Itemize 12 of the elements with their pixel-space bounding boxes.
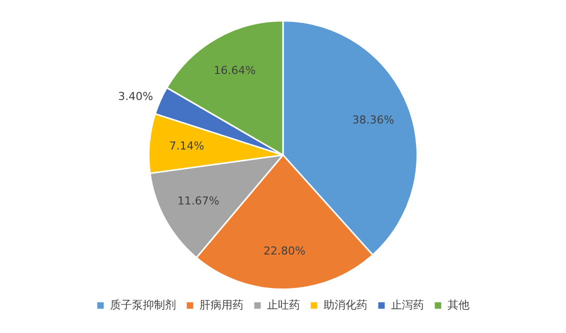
data-label: 22.80% [264,244,306,258]
data-label: 3.40% [118,90,154,104]
legend-label: 止吐药 [267,298,300,312]
data-label: 16.64% [214,64,256,78]
legend-label: 止泻药 [391,298,424,312]
data-label: 38.36% [352,113,394,126]
legend-label: 质子泵抑制剂 [110,298,176,312]
data-label: 11.67% [177,194,220,208]
legend-label: 助消化药 [324,298,368,312]
legend-label: 其他 [448,298,470,312]
legend-label: 肝病用药 [200,298,244,312]
data-label: 7.14% [169,139,204,152]
